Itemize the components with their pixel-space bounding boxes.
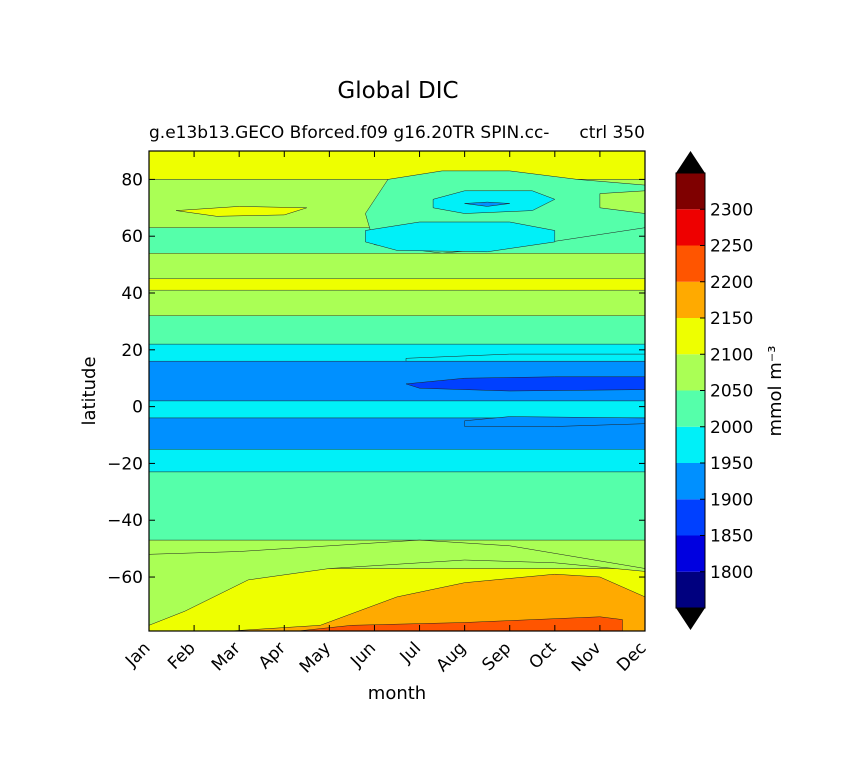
colorbar-segment	[676, 571, 705, 608]
colorbar-tick-label: 2250	[710, 237, 753, 257]
colorbar-segment	[676, 535, 705, 572]
colorbar-tick-label: 2100	[710, 345, 753, 365]
colorbar-segment	[676, 426, 705, 463]
colorbar: 1800 1850 1900 1950 2000 2050 2100 2150 2200 2250…	[675, 151, 753, 630]
y-axis-label: latitude	[79, 356, 100, 425]
colorbar-tick-label: 2000	[710, 418, 753, 438]
colorbar-segment	[676, 354, 705, 391]
colorbar-tick-label: 2200	[710, 273, 753, 293]
colorbar-tick-label: 2300	[710, 200, 753, 220]
colorbar-tick-label: 2050	[710, 382, 753, 402]
contour-patch	[464, 416, 645, 427]
x-tick-label: Feb	[164, 638, 199, 673]
colorbar-label: mmol m⁻³	[765, 345, 786, 436]
y-tick-label: −60	[107, 568, 143, 588]
x-tick-label: Aug	[433, 638, 471, 676]
contour-patch	[405, 376, 645, 392]
contour-band	[149, 449, 645, 473]
colorbar-tick-label: 1950	[710, 454, 753, 474]
x-axis-label: month	[368, 683, 426, 704]
colorbar-tick-label: 1800	[710, 563, 753, 583]
y-tick-label: 60	[121, 227, 143, 247]
colorbar-segment	[676, 499, 705, 536]
colorbar-segment	[676, 463, 705, 500]
contour-band	[149, 278, 645, 291]
colorbar-segment	[676, 318, 705, 355]
y-tick-label: −40	[107, 511, 143, 531]
contour-band	[149, 289, 645, 316]
chart-subtitle-left: g.e13b13.GECO Bforced.f09 g16.20TR SPIN.…	[149, 123, 549, 143]
x-tick-label: Oct	[525, 638, 560, 673]
x-tick-label: Jan	[121, 638, 154, 671]
y-tick-label: −20	[107, 454, 143, 474]
plot-frame	[148, 150, 646, 632]
contour-patch	[230, 573, 645, 631]
chart-title: Global DIC	[337, 78, 458, 104]
x-tick-label: Jul	[396, 638, 425, 667]
y-tick-label: 40	[121, 284, 143, 304]
colorbar-segment	[676, 281, 705, 318]
contour-fill	[149, 151, 645, 631]
y-tick-label: 0	[132, 398, 143, 418]
contour-patch	[599, 190, 645, 214]
x-tick-label: Dec	[613, 638, 650, 675]
colorbar-extend-low	[676, 608, 705, 630]
contour-band	[149, 151, 645, 180]
contour-patch	[297, 616, 623, 631]
x-tick-label: Sep	[478, 638, 515, 675]
contour-patch	[464, 201, 510, 207]
colorbar-segment	[676, 173, 705, 210]
colorbar-tick-label: 1850	[710, 527, 753, 547]
x-tick-label: Apr	[255, 638, 290, 673]
colorbar-segment	[676, 209, 705, 246]
y-tick-label: 20	[121, 341, 143, 361]
y-axis: 80 60 40 20 0 −20 −40 −60	[107, 170, 645, 588]
y-tick-label: 80	[121, 170, 143, 190]
x-tick-label: May	[296, 638, 335, 677]
x-tick-label: Mar	[208, 638, 245, 675]
chart-subtitle-right: ctrl 350	[579, 123, 645, 143]
contour-patch	[405, 353, 645, 362]
x-tick-label: Jun	[346, 638, 380, 672]
contour-patch	[432, 190, 556, 214]
colorbar-segment	[676, 390, 705, 427]
contour-patch	[365, 221, 556, 253]
colorbar-tick-label: 2150	[710, 309, 753, 329]
colorbar-tick-label: 1900	[710, 490, 753, 510]
contour-band	[149, 253, 645, 280]
contour-band	[149, 315, 645, 345]
contour-band	[149, 400, 645, 419]
colorbar-segment	[676, 245, 705, 282]
x-tick-label: Nov	[568, 638, 606, 676]
contour-patch	[176, 206, 307, 217]
contour-band	[149, 471, 645, 541]
contour-patch	[149, 539, 645, 626]
colorbar-extend-high	[676, 151, 705, 173]
